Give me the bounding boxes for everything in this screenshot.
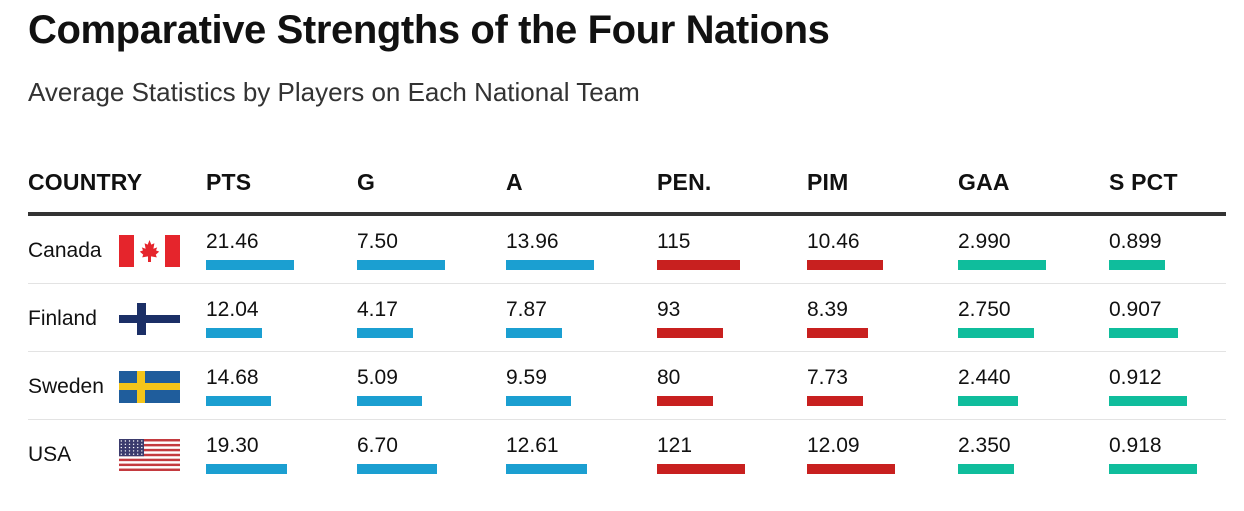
stats-table: COUNTRY PTS G A PEN. PIM GAA S PCT Canada 21.46 7… [28,164,1226,487]
country-name: USA [28,443,72,466]
value-label: 19.30 [206,434,259,457]
bar-pts [206,260,294,270]
column-header-pim: PIM [807,169,849,195]
value-label: 2.750 [958,298,1011,321]
sweden-flag-icon [119,371,180,403]
finland-flag-icon [119,303,180,335]
value-label: 121 [657,434,693,457]
value-label: 7.73 [807,366,848,389]
bar-pts [206,464,287,474]
column-header-spct: S PCT [1109,169,1178,195]
bar-g [357,464,437,474]
bar-spct [1109,260,1165,270]
country-name: Canada [28,239,102,262]
value-label: 12.61 [506,434,559,457]
chart-title: Comparative Strengths of the Four Nation… [28,8,830,52]
bar-g [357,260,445,270]
column-header-g: G [357,169,376,195]
bar-spct [1109,328,1178,338]
value-label: 115 [657,230,691,253]
bar-gaa [958,260,1046,270]
bar-gaa [958,396,1018,406]
value-label: 8.39 [807,298,848,321]
value-label: 12.04 [206,298,259,321]
column-header-a: A [506,169,523,195]
bar-g [357,328,413,338]
bar-pim [807,260,883,270]
column-header-pts: PTS [206,169,252,195]
bar-g [357,396,422,406]
table-body: Canada 21.46 7.50 13.96 115 10.46 2.990 0.899 Fi… [28,216,1226,487]
bar-gaa [958,328,1034,338]
value-label: 14.68 [206,366,259,389]
bar-gaa [958,464,1014,474]
value-label: 7.87 [506,298,547,321]
bar-pim [807,328,868,338]
table-row: Canada 21.46 7.50 13.96 115 10.46 2.990 0.899 [28,216,1226,284]
value-label: 0.912 [1109,366,1162,389]
table-row: Finland 12.04 4.17 7.87 93 8.39 2.750 0.907 [28,284,1226,352]
value-label: 0.907 [1109,298,1162,321]
value-label: 0.899 [1109,230,1162,253]
bar-pim [807,396,863,406]
bar-a [506,396,571,406]
bar-pts [206,328,262,338]
value-label: 0.918 [1109,434,1162,457]
column-header-gaa: GAA [958,169,1010,195]
bar-spct [1109,464,1197,474]
country-name: Finland [28,307,97,330]
value-label: 2.350 [958,434,1011,457]
bar-pen [657,260,740,270]
usa-flag-icon [119,439,180,471]
value-label: 6.70 [357,434,398,457]
bar-spct [1109,396,1187,406]
column-header-country: COUNTRY [28,169,143,195]
table-row: USA 19.30 6.70 12.61 121 12.09 2.350 0.918 [28,420,1226,487]
value-label: 80 [657,366,681,389]
value-label: 5.09 [357,366,398,389]
bar-pts [206,396,271,406]
bar-pen [657,328,723,338]
canada-flag-icon [119,235,180,267]
value-label: 4.17 [357,298,398,321]
bar-a [506,260,594,270]
value-label: 2.440 [958,366,1011,389]
value-label: 7.50 [357,230,398,253]
bar-a [506,464,587,474]
value-label: 21.46 [206,230,259,253]
value-label: 12.09 [807,434,860,457]
value-label: 9.59 [506,366,547,389]
column-header-pen: PEN. [657,169,712,195]
value-label: 10.46 [807,230,860,253]
bar-pen [657,464,745,474]
bar-pen [657,396,713,406]
value-label: 93 [657,298,681,321]
value-label: 2.990 [958,230,1011,253]
bar-pim [807,464,895,474]
bar-a [506,328,562,338]
chart-subtitle: Average Statistics by Players on Each Na… [28,77,640,107]
table-row: Sweden 14.68 5.09 9.59 80 7.73 2.440 0.912 [28,352,1226,420]
country-name: Sweden [28,375,104,398]
header-row: COUNTRY PTS G A PEN. PIM GAA S PCT [28,164,1226,216]
value-label: 13.96 [506,230,559,253]
